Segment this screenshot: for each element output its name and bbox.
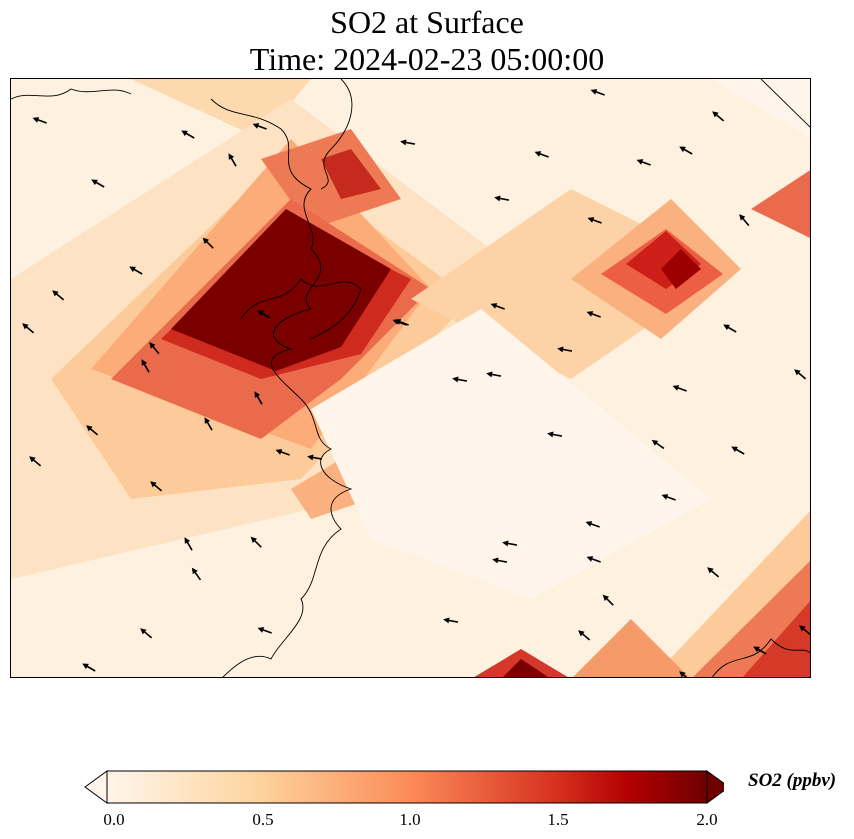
wind-arrow — [307, 454, 323, 461]
colorbar-extend-max — [706, 770, 724, 804]
wind-arrow — [557, 346, 573, 353]
wind-arrow — [731, 446, 745, 455]
wind-arrow — [257, 310, 271, 319]
map-title: SO2 at Surface — [330, 4, 524, 40]
colorbar-tick: 1.5 — [547, 810, 569, 829]
wind-arrow — [228, 153, 237, 167]
wind-arrow — [252, 123, 267, 130]
colorbar-tick: 1.0 — [399, 810, 421, 829]
wind-arrow — [257, 627, 272, 634]
wind-arrow — [672, 385, 687, 392]
wind-arrow — [452, 376, 468, 383]
wind-arrow — [586, 311, 601, 318]
coastline — [11, 79, 810, 677]
wind-arrow — [590, 89, 605, 96]
colorbar-extend-min — [84, 770, 108, 804]
wind-arrow — [799, 625, 810, 636]
wind-arrow — [492, 557, 508, 564]
wind-arrow — [443, 617, 459, 624]
wind-arrow — [753, 646, 767, 655]
wind-arrow — [191, 567, 202, 581]
wind-arrow — [204, 417, 213, 431]
wind-arrow — [275, 449, 290, 456]
wind-arrow — [400, 139, 416, 146]
colorbar-tick: 0.5 — [252, 810, 274, 829]
wind-arrow — [636, 159, 651, 166]
wind-arrow — [250, 536, 262, 548]
wind-arrow — [723, 324, 737, 333]
wind-arrow — [490, 303, 505, 310]
wind-arrow — [202, 237, 214, 249]
wind-arrow — [739, 214, 750, 227]
concentration-field — [11, 79, 810, 677]
wind-arrow — [52, 290, 65, 301]
wind-arrow — [587, 217, 602, 224]
wind-arrow — [141, 359, 150, 373]
wind-arrow — [140, 628, 153, 639]
so2-map — [10, 78, 811, 678]
wind-arrow — [22, 323, 35, 334]
wind-arrow — [254, 391, 263, 405]
wind-arrow — [586, 556, 601, 563]
wind-arrow — [129, 266, 143, 275]
colorbar-gradient — [107, 771, 707, 803]
wind-arrow — [486, 371, 502, 378]
wind-arrow — [585, 521, 600, 528]
wind-arrow — [184, 537, 193, 551]
wind-arrow — [602, 594, 614, 606]
wind-arrow — [651, 439, 665, 450]
wind-arrow — [712, 111, 725, 122]
wind-arrow — [578, 630, 591, 641]
wind-arrow — [661, 494, 676, 501]
wind-arrow — [679, 671, 692, 677]
wind-arrow — [149, 342, 160, 355]
wind-arrow — [82, 663, 96, 672]
wind-arrow — [679, 146, 693, 155]
wind-arrow — [794, 369, 807, 380]
wind-arrow — [534, 151, 549, 158]
wind-arrow — [494, 195, 510, 202]
wind-arrow — [32, 117, 47, 124]
map-time: Time: 2024-02-23 05:00:00 — [249, 41, 605, 77]
wind-arrow — [502, 540, 518, 547]
wind-arrow — [29, 456, 42, 467]
colorbar — [84, 770, 724, 804]
wind-arrow — [181, 130, 195, 139]
wind-arrow — [86, 425, 99, 436]
colorbar-tick: 0.0 — [103, 810, 125, 829]
colorbar-label: SO2 (ppbv) — [748, 770, 837, 791]
wind-arrow — [394, 319, 409, 326]
wind-arrow — [91, 179, 105, 188]
colorbar-tick: 2.0 — [696, 810, 718, 829]
wind-arrow — [150, 481, 163, 492]
wind-arrow — [707, 567, 720, 578]
so2-heatmap — [11, 79, 810, 677]
wind-arrow — [547, 431, 563, 438]
wind-vectors — [22, 89, 810, 677]
